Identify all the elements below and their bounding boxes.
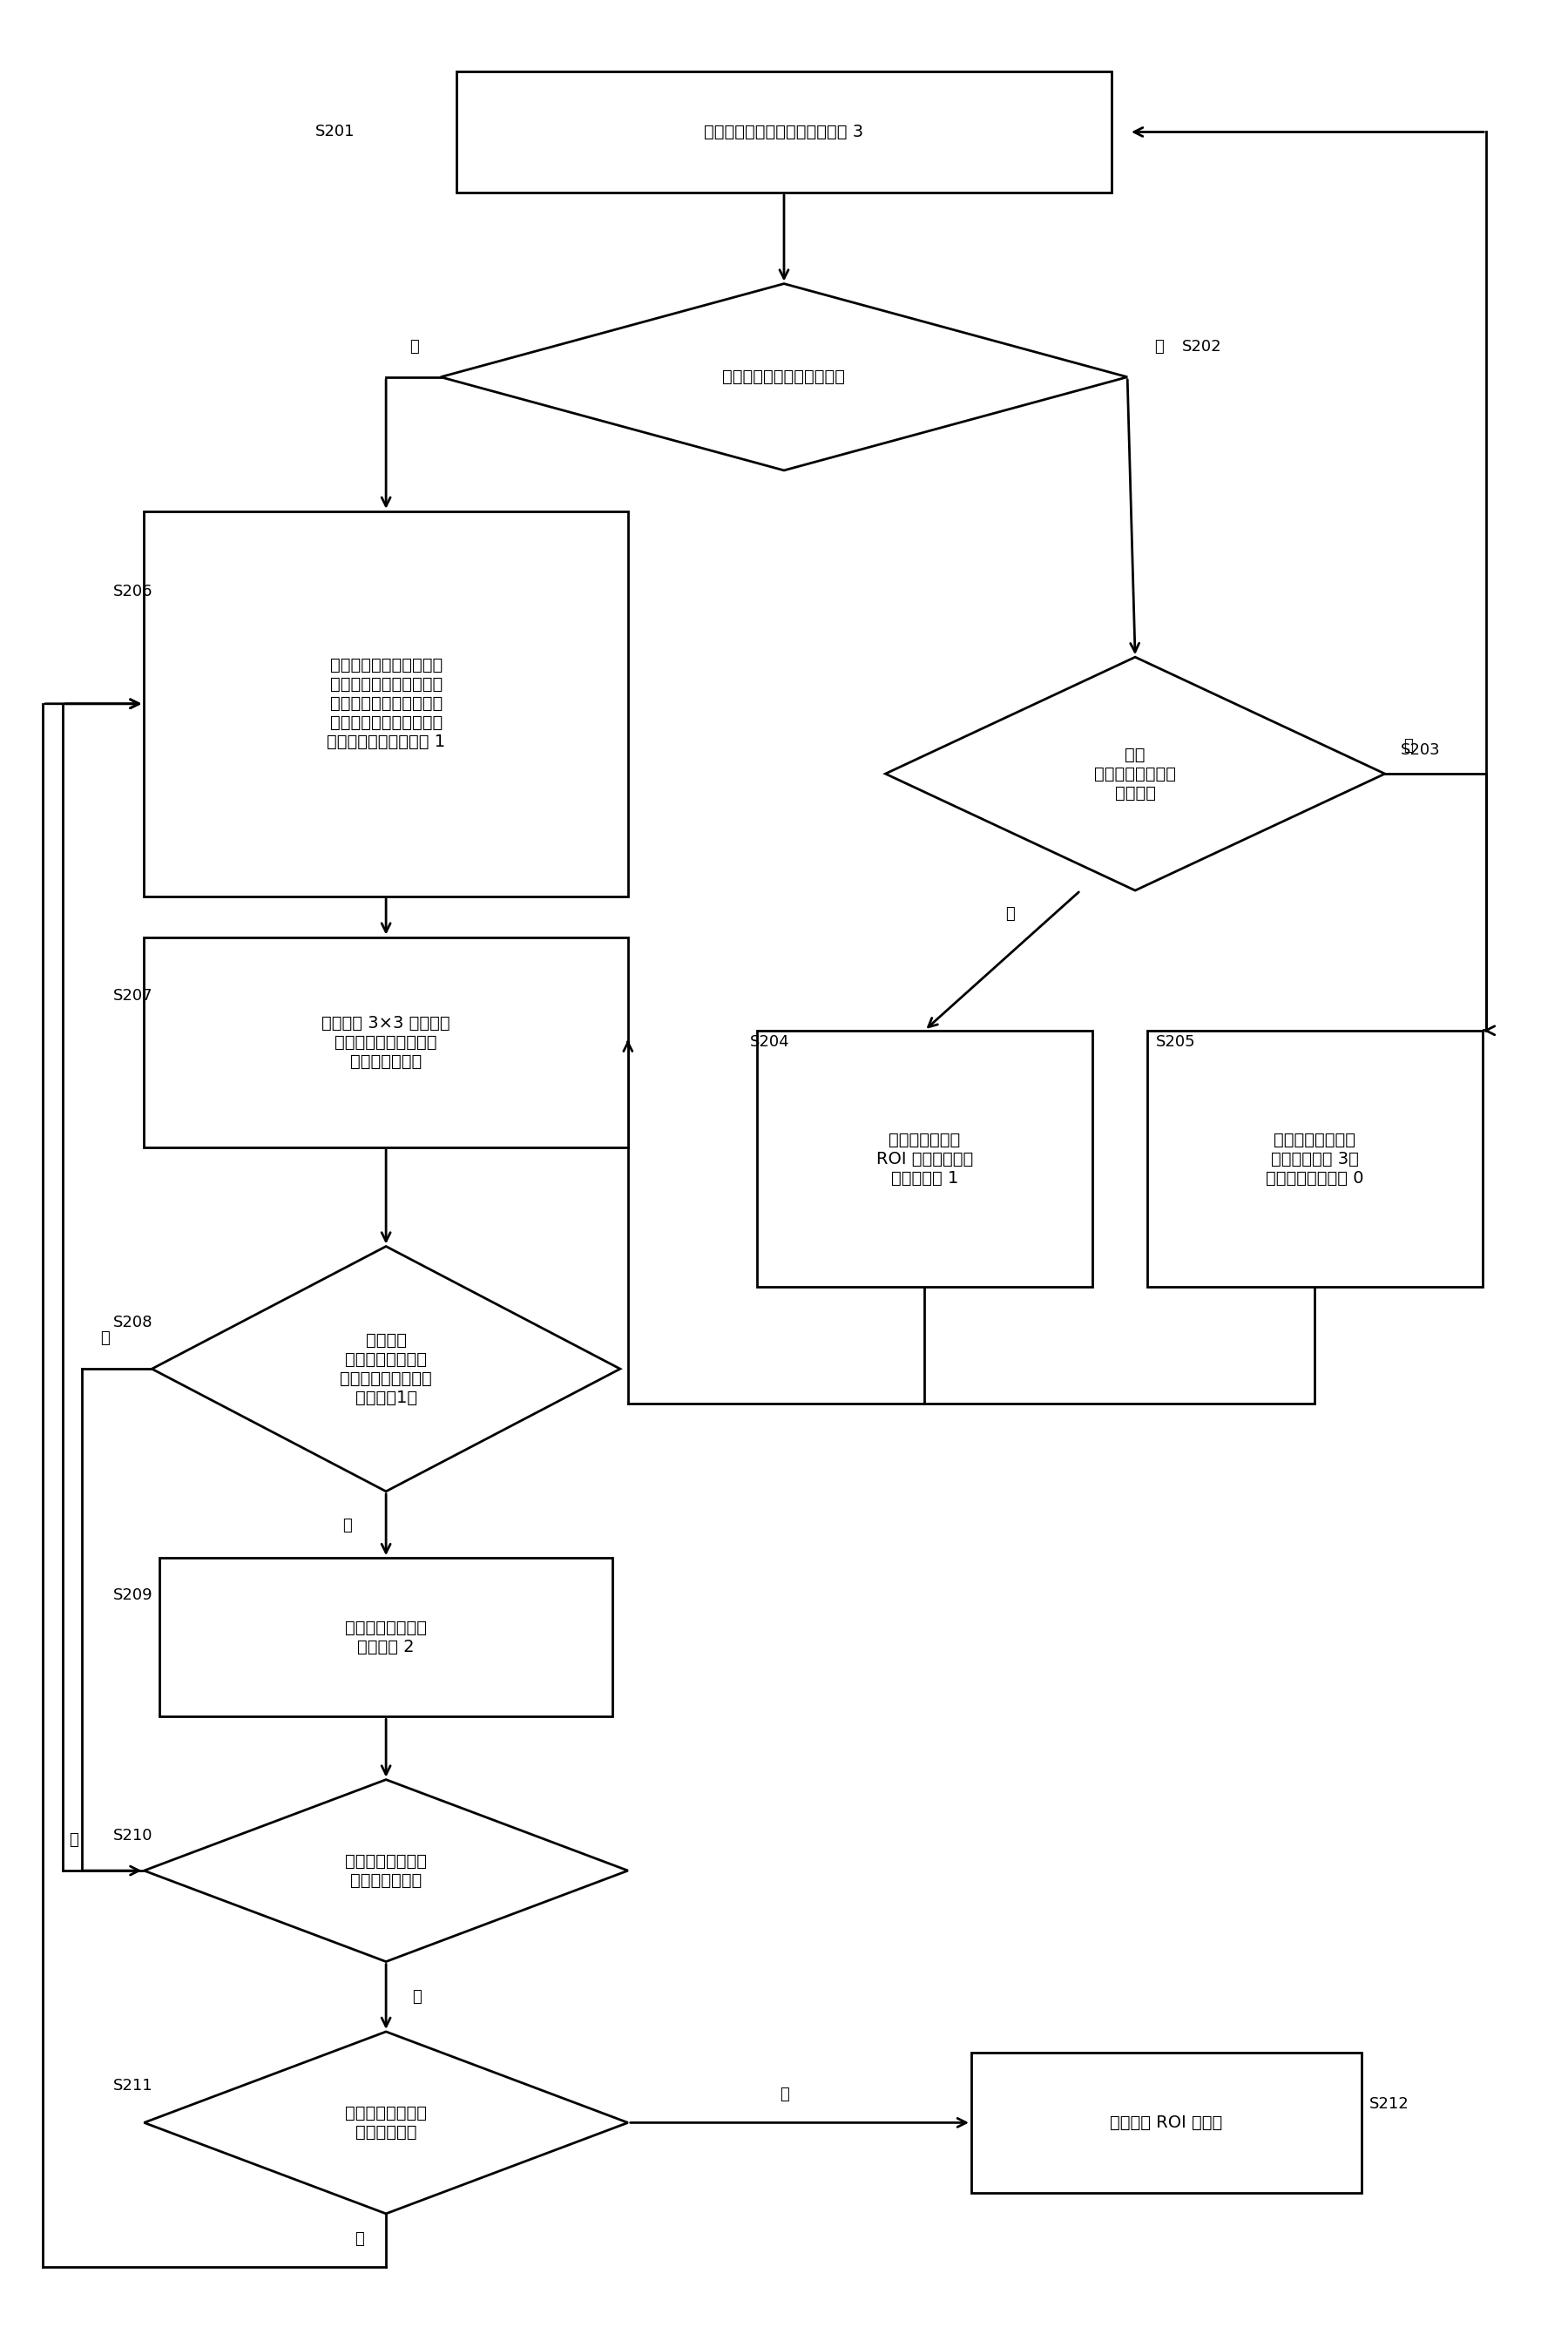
Text: 是: 是: [100, 1330, 110, 1346]
Text: S211: S211: [113, 2076, 152, 2093]
Text: S207: S207: [113, 988, 152, 1004]
Text: 判断是否检测到物理区域？: 判断是否检测到物理区域？: [723, 370, 845, 386]
Text: 是: 是: [412, 1990, 422, 2004]
Text: 否: 否: [1403, 737, 1413, 754]
Bar: [144, 936, 627, 1147]
Text: S204: S204: [750, 1035, 789, 1051]
Text: 在所给定的物体的区域的
位置和大小找出在该视频
画面中所有属于该物体的
宏区块的索引值，并设定
宏区块的编码优先权为 1: 在所给定的物体的区域的 位置和大小找出在该视频 画面中所有属于该物体的 宏区块的…: [326, 658, 445, 751]
Text: S210: S210: [113, 1828, 152, 1842]
Text: S209: S209: [113, 1587, 152, 1604]
Text: 设定所有宏区块的编码优先权为 3: 设定所有宏区块的编码优先权为 3: [704, 124, 864, 140]
Text: S206: S206: [113, 583, 152, 599]
Text: 否: 否: [354, 2231, 364, 2247]
Text: S202: S202: [1182, 339, 1221, 353]
Text: 是: 是: [779, 2086, 789, 2102]
Text: 轮廓延伸
区域中的宏区块的
编码优先权是否已经
被标示为1？: 轮廓延伸 区域中的宏区块的 编码优先权是否已经 被标示为1？: [340, 1332, 433, 1407]
Text: 否: 否: [1154, 339, 1163, 353]
Text: S205: S205: [1156, 1035, 1195, 1051]
Polygon shape: [152, 1245, 619, 1491]
Text: S208: S208: [113, 1313, 152, 1330]
Polygon shape: [144, 1779, 627, 1962]
Bar: [1146, 1030, 1482, 1288]
Text: 设定宏区块的编码
优先权为 2: 设定宏区块的编码 优先权为 2: [345, 1620, 426, 1655]
Bar: [144, 510, 627, 897]
Text: 否: 否: [69, 1833, 78, 1847]
Polygon shape: [144, 2032, 627, 2215]
Bar: [456, 70, 1112, 192]
Text: 是: 是: [409, 339, 419, 353]
Bar: [971, 2053, 1361, 2194]
Text: 判断所有物体是否
都完成检测？: 判断所有物体是否 都完成检测？: [345, 2105, 426, 2140]
Text: 判断目前物体是否
已经完成检测？: 判断目前物体是否 已经完成检测？: [345, 1852, 426, 1889]
Text: 检测
计数值是否小于一
临界值？: 检测 计数值是否小于一 临界值？: [1094, 747, 1176, 801]
Text: 设定所有宏区块的
编码优先权为 3，
并且将数值重设为 0: 设定所有宏区块的 编码优先权为 3， 并且将数值重设为 0: [1265, 1131, 1364, 1187]
Text: S212: S212: [1369, 2095, 1410, 2112]
Text: 产生新的 ROI 映射表: 产生新的 ROI 映射表: [1110, 2114, 1223, 2130]
Bar: [160, 1557, 613, 1716]
Bar: [757, 1030, 1093, 1288]
Text: S201: S201: [315, 124, 354, 140]
Text: 使用先前产生的
ROI 映射表，然后
将计数值加 1: 使用先前产生的 ROI 映射表，然后 将计数值加 1: [877, 1131, 972, 1187]
Polygon shape: [441, 283, 1127, 471]
Polygon shape: [886, 658, 1385, 890]
Text: S203: S203: [1400, 742, 1441, 758]
Text: 否: 否: [342, 1517, 351, 1533]
Text: 使用一个 3×3 的矩阵来
确认该视频画面中其它
宏区块的优先权: 使用一个 3×3 的矩阵来 确认该视频画面中其它 宏区块的优先权: [321, 1014, 450, 1070]
Text: 是: 是: [1005, 906, 1014, 922]
